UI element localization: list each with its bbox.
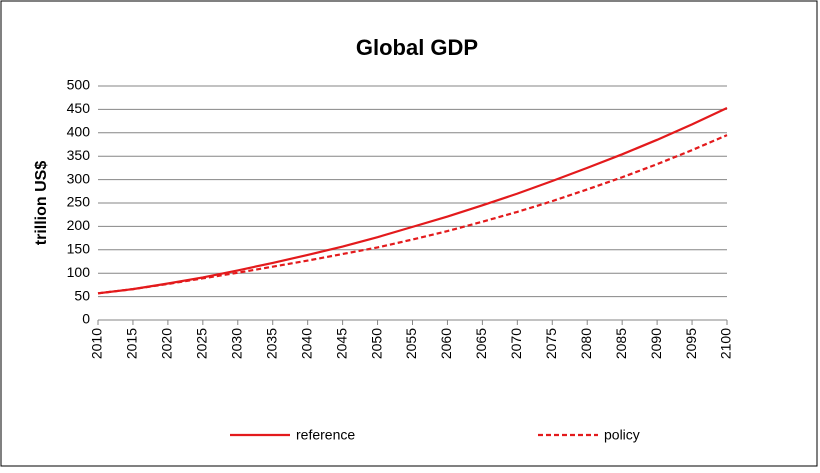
y-tick-label: 0 — [82, 311, 90, 327]
y-tick-label: 350 — [67, 147, 91, 163]
x-tick-label: 2080 — [578, 328, 594, 359]
x-tick-label: 2030 — [228, 328, 244, 359]
x-tick-label: 2060 — [438, 328, 454, 359]
x-tick-label: 2025 — [194, 328, 210, 359]
x-tick-label: 2075 — [543, 328, 559, 359]
data-line — [97, 134, 728, 295]
y-axis-label: trillion US$ — [33, 161, 50, 246]
x-tick-label: 2085 — [613, 328, 629, 359]
x-tick-label: 2090 — [648, 328, 664, 359]
x-tick-label: 2055 — [403, 328, 419, 359]
x-tick-label: 2015 — [124, 328, 140, 359]
legend-label: policy — [604, 427, 640, 443]
x-tick-label: 2065 — [473, 328, 489, 359]
x-tick-label: 2020 — [159, 328, 175, 359]
y-tick-label: 200 — [67, 217, 91, 233]
y-tick-label: 100 — [67, 264, 91, 280]
y-tick-label: 450 — [67, 100, 91, 116]
y-tick-label: 250 — [67, 194, 91, 210]
y-tick-label: 150 — [67, 241, 91, 257]
y-tick-label: 500 — [67, 77, 91, 93]
legend-label: reference — [296, 427, 355, 443]
x-tick-label: 2095 — [683, 328, 699, 359]
x-tick-label: 2040 — [298, 328, 314, 359]
x-tick-label: 2100 — [718, 328, 734, 359]
x-tick-label: 2050 — [368, 328, 384, 359]
y-tick-label: 400 — [67, 124, 91, 140]
chart-title: Global GDP — [356, 35, 478, 60]
y-tick-label: 300 — [67, 170, 91, 186]
x-tick-label: 2010 — [89, 328, 105, 359]
x-tick-label: 2070 — [508, 328, 524, 359]
x-tick-label: 2035 — [263, 328, 279, 359]
y-tick-label: 50 — [74, 287, 90, 303]
x-tick-label: 2045 — [333, 328, 349, 359]
